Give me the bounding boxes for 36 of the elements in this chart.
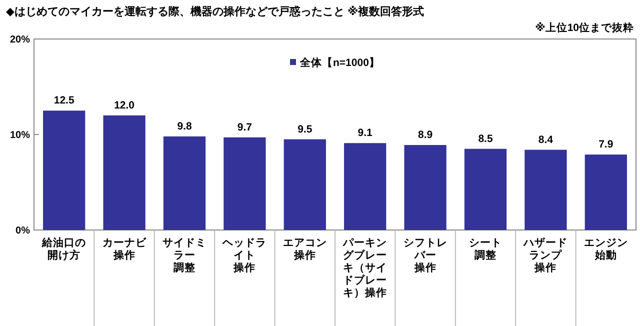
text: 8.4 [538, 134, 554, 146]
bar [344, 143, 386, 230]
text: 9.8 [177, 120, 192, 132]
bar [464, 148, 507, 230]
x-tick-label: エアコン操作 [282, 237, 327, 262]
x-tick-label: パーキングブレーキ（サイドブレーキ）操作 [342, 237, 388, 299]
x-tick-label: サイドミラー調整 [162, 237, 206, 274]
legend-label: 全体【n=1000】 [299, 56, 380, 69]
chart-title: ◆はじめてのマイカーを運転する際、機器の操作などで戸惑ったこと ※複数回答形式 [6, 5, 424, 18]
bar [103, 115, 146, 230]
text: 9.7 [237, 121, 252, 134]
bar [404, 145, 446, 230]
y-tick-label: 10% [10, 130, 30, 141]
text: 12.5 [54, 94, 74, 107]
bar [284, 139, 326, 230]
text: 8.5 [478, 132, 493, 145]
text: 12.0 [114, 99, 135, 112]
x-tick-label: ハザードランプ操作 [522, 236, 568, 274]
text: 8.9 [418, 129, 433, 142]
text: 9.5 [298, 123, 312, 136]
text: 7.9 [598, 138, 614, 151]
x-tick-label: シフトレバー操作 [403, 237, 448, 274]
text: 9.1 [358, 127, 372, 140]
bar [584, 154, 627, 230]
y-tick-label: 20% [10, 34, 30, 46]
x-tick-label: カーナビ操作 [102, 236, 148, 262]
x-tick-label: ヘッドライト操作 [222, 237, 267, 274]
text: ※上位10位まで抜粋 [535, 21, 634, 34]
bar [524, 150, 567, 230]
x-tick-label: 給油口の開け方 [41, 236, 86, 262]
bar [163, 136, 206, 230]
x-tick-label: シート調整 [469, 237, 502, 262]
bar [43, 110, 86, 230]
y-tick-label: 0% [16, 226, 30, 236]
bar [224, 137, 266, 230]
x-tick-label: エンジン始動 [584, 237, 628, 262]
